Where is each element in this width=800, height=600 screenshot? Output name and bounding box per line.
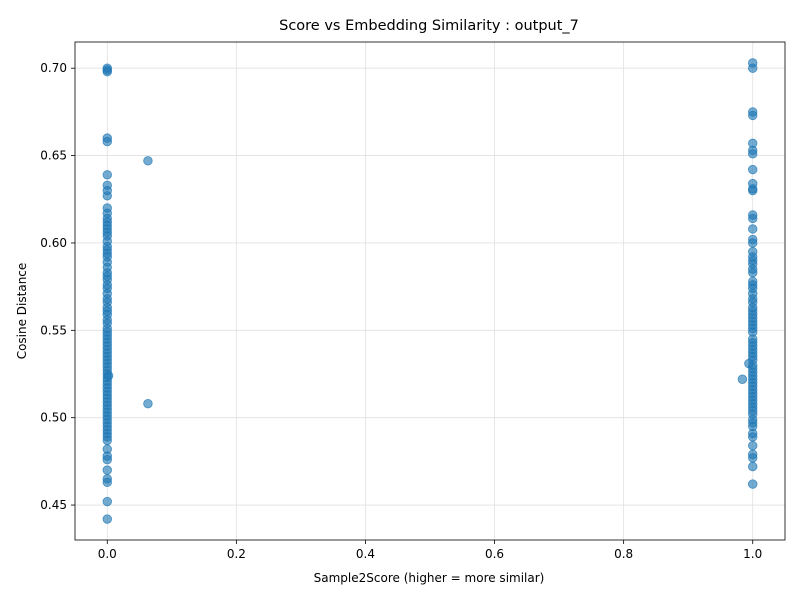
- data-point: [103, 371, 114, 381]
- x-tick-label: 0.0: [98, 547, 117, 561]
- data-point: [748, 149, 758, 159]
- plot-frame: [74, 41, 786, 541]
- y-tick-label: 0.55: [40, 323, 67, 337]
- x-tick-label: 0.4: [356, 547, 375, 561]
- x-tick-label: 0.8: [614, 547, 633, 561]
- data-point: [102, 67, 112, 77]
- data-point: [748, 213, 758, 224]
- data-point: [102, 136, 112, 147]
- data-point: [143, 399, 153, 409]
- y-tick-label: 0.45: [40, 498, 67, 512]
- data-point: [744, 358, 754, 369]
- data-point: [748, 238, 758, 248]
- data-points: [102, 58, 758, 524]
- data-point: [748, 164, 758, 175]
- data-point: [748, 461, 758, 472]
- data-point: [102, 435, 112, 446]
- data-point: [748, 453, 758, 463]
- y-axis-label: Cosine Distance: [15, 263, 29, 360]
- data-point: [748, 432, 758, 442]
- x-tick-label: 1.0: [743, 547, 762, 561]
- data-point: [748, 110, 758, 121]
- data-point: [102, 496, 112, 507]
- axis-ticks: 0.0 0.2 0.4 0.6 0.8 1.0 0.45 0.50 0.55 0.60 0.65 0.…: [40, 61, 762, 561]
- data-point: [737, 374, 748, 384]
- data-point: [748, 479, 758, 489]
- chart-title: Score vs Embedding Similarity : output_7: [279, 18, 579, 34]
- x-tick-label: 0.2: [227, 547, 246, 561]
- y-tick-label: 0.50: [40, 411, 67, 425]
- data-point: [102, 465, 112, 475]
- data-point: [748, 185, 758, 196]
- y-tick-label: 0.65: [40, 149, 67, 163]
- data-point: [748, 224, 758, 234]
- data-point: [102, 454, 112, 465]
- x-axis-label: Sample2Score (higher = more similar): [314, 571, 545, 585]
- data-point: [102, 170, 112, 180]
- x-tick-label: 0.6: [485, 547, 504, 561]
- data-point: [748, 267, 758, 278]
- data-point: [748, 440, 758, 451]
- y-tick-label: 0.60: [40, 236, 67, 250]
- data-point: [748, 63, 758, 73]
- data-point: [102, 514, 112, 524]
- data-point: [102, 191, 112, 201]
- data-point: [102, 477, 112, 488]
- data-point: [143, 156, 153, 166]
- y-tick-label: 0.70: [40, 61, 67, 75]
